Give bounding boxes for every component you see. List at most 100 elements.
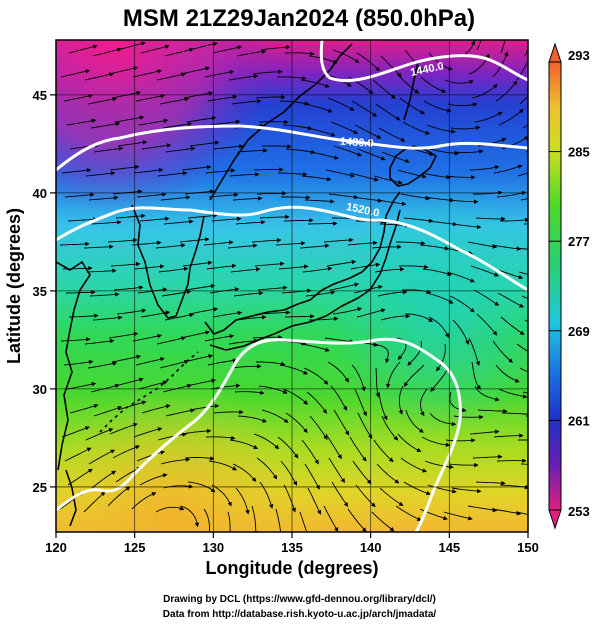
streamline [141,404,171,414]
streamline [303,367,329,385]
streamline [306,127,336,137]
streamline [280,460,298,486]
streamline [111,354,142,363]
streamline [116,308,147,315]
streamline [333,409,350,436]
streamline [323,505,339,532]
streamline [257,285,288,291]
x-tick-label: 125 [124,540,146,555]
streamline [428,316,450,339]
streamline [67,468,93,486]
streamline [449,295,475,313]
streamline [377,289,408,297]
streamline [425,292,454,304]
streamline [327,361,349,383]
streamline [282,388,308,405]
streamline [92,47,122,57]
streamline [156,336,186,345]
streamline [93,146,124,153]
streamline [252,69,283,75]
streamline [157,432,187,441]
streamline [186,115,217,123]
streamline [278,264,309,270]
streamline [277,436,299,459]
streamline [207,358,238,366]
streamline [350,262,381,270]
streamline [515,247,528,250]
streamline [155,243,186,249]
streamline [375,103,401,121]
streamline [233,290,264,297]
streamline [259,214,290,220]
streamline [229,172,260,177]
colorbar-tick-label: 261 [568,413,590,428]
streamline [208,192,239,198]
streamline [492,340,513,363]
streamline [430,367,449,392]
streamline [256,191,287,196]
streamline [108,66,138,75]
streamline [114,115,145,123]
streamline [421,172,452,180]
streamline [347,240,378,246]
streamline [330,121,359,134]
streamline [165,408,196,417]
streamline [90,121,121,129]
streamline [135,93,166,102]
streamline [401,289,432,294]
streamline [500,316,525,336]
streamline [87,96,118,105]
colorbar-max-arrow [548,42,562,63]
streamline [162,383,192,393]
streamline [61,426,90,438]
korea-coastline [131,204,205,319]
streamline [160,457,191,465]
height-contours [56,40,528,532]
colorbar-scale [548,61,562,511]
streamline [135,356,165,366]
streamline [498,108,524,126]
streamline [164,312,195,321]
streamline [231,98,262,105]
streamline [452,319,470,345]
streamline [407,340,422,366]
sakhalin-coastline [403,61,419,121]
y-tick-label: 30 [33,382,47,397]
streamline [188,41,218,51]
streamline [396,73,420,94]
y-tick-label: 35 [33,284,47,299]
streamline [380,313,411,321]
streamline [471,361,481,390]
streamline [301,439,319,465]
streamline [285,148,316,155]
streamline [520,198,528,201]
streamline [470,265,499,277]
streamline [210,119,241,126]
streamline [331,481,349,507]
streamline [428,52,453,71]
streamline [446,271,475,283]
streamline [375,367,380,398]
streamline [139,216,170,222]
y-axis-ticks: 25 30 35 40 45 [33,88,56,495]
streamline [258,385,288,394]
streamline [60,337,91,342]
streamline [420,388,428,417]
streamline [491,508,522,516]
streamline [131,240,162,246]
streamline [349,172,379,182]
streamline [237,415,267,423]
streamline [522,124,528,129]
streamline [279,364,309,375]
hokkaido-coastline [389,145,437,187]
streamline [518,271,528,275]
streamline [381,415,399,441]
streamline [61,168,92,174]
streamline [500,40,506,54]
streamline [86,268,117,273]
streamline [305,290,336,297]
streamline [136,192,167,198]
streamline [323,237,354,243]
streamline [85,171,116,177]
streamline [436,343,446,372]
